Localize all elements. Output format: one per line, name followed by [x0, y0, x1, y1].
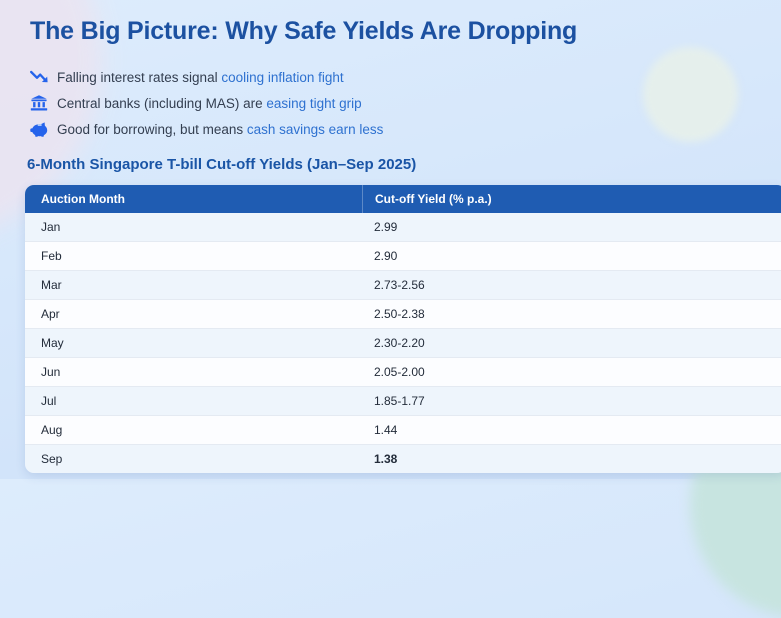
table-header: Auction Month Cut-off Yield (% p.a.): [25, 185, 781, 213]
cutoff-yield-cell: 2.30-2.20: [362, 328, 781, 357]
page-title: The Big Picture: Why Safe Yields Are Dro…: [30, 17, 578, 45]
auction-month-cell: May: [25, 328, 362, 357]
auction-month-cell: Mar: [25, 270, 362, 299]
table-header-row: Auction Month Cut-off Yield (% p.a.): [25, 185, 781, 213]
column-header-auction-month: Auction Month: [25, 185, 362, 213]
table-row: Jul 1.85-1.77: [25, 386, 781, 415]
key-point-falling-rates: Falling interest rates signal cooling in…: [30, 64, 781, 90]
key-point-text: Falling interest rates signal cooling in…: [57, 70, 344, 85]
cutoff-yield-cell: 1.85-1.77: [362, 386, 781, 415]
key-point-text: Central banks (including MAS) are easing…: [57, 96, 362, 111]
key-point-prefix: Good for borrowing, but means: [57, 121, 247, 137]
key-point-prefix: Central banks (including MAS) are: [57, 95, 267, 111]
cutoff-yield-cell: 1.38: [362, 444, 781, 473]
highlight-text: cash savings earn less: [246, 121, 384, 137]
cutoff-yield-cell: 2.90: [362, 241, 781, 270]
key-point-central-banks: Central banks (including MAS) are easing…: [30, 90, 781, 116]
table-row: Sep 1.38: [25, 444, 781, 473]
auction-month-cell: Apr: [25, 299, 362, 328]
column-header-cutoff-yield: Cut-off Yield (% p.a.): [362, 185, 781, 213]
highlight-text: cooling inflation fight: [221, 69, 344, 85]
auction-month-cell: Jan: [41, 220, 61, 234]
highlight-text: easing tight grip: [266, 95, 362, 111]
main-content: The Big Picture: Why Safe Yields Are Dro…: [25, 17, 781, 473]
auction-month-cell: Sep: [25, 444, 362, 473]
table-heading: 6-Month Singapore T-bill Cut-off Yields …: [27, 156, 417, 173]
tbill-yield-table: Auction Month Cut-off Yield (% p.a.) Jan…: [25, 185, 781, 473]
cutoff-yield-cell: 1.44: [362, 415, 781, 444]
cutoff-yield-cell: 2.99: [374, 220, 398, 234]
table-row: Aug 1.44: [25, 415, 781, 444]
piggy-bank-icon: [30, 121, 48, 137]
trend-down-icon: [30, 69, 48, 85]
table-row: Feb 2.90: [25, 241, 781, 270]
key-point-text: Good for borrowing, but means cash savin…: [57, 122, 383, 137]
table-row: Jan 2.99: [25, 213, 781, 241]
table-row: Jun 2.05-2.00: [25, 357, 781, 386]
auction-month-cell: Feb: [25, 241, 362, 270]
table-row: Apr 2.50-2.38: [25, 299, 781, 328]
key-point-prefix: Falling interest rates signal: [57, 69, 222, 85]
cutoff-yield-cell: 2.05-2.00: [362, 357, 781, 386]
table-row: Mar 2.73-2.56: [25, 270, 781, 299]
key-points-list: Falling interest rates signal cooling in…: [30, 64, 781, 142]
cutoff-yield-cell: 2.50-2.38: [362, 299, 781, 328]
auction-month-cell: Aug: [25, 415, 362, 444]
key-point-borrowing: Good for borrowing, but means cash savin…: [30, 116, 781, 142]
cutoff-yield-cell: 2.73-2.56: [362, 270, 781, 299]
auction-month-cell: Jul: [25, 386, 362, 415]
table-body: Jan 2.99 Feb 2.90 Mar 2.73-2.56 Apr 2.50-2.38 Ma…: [25, 213, 781, 473]
bank-icon: [30, 95, 48, 111]
table-row: May 2.30-2.20: [25, 328, 781, 357]
decor-circle-top-right: [643, 47, 738, 142]
auction-month-cell: Jun: [25, 357, 362, 386]
